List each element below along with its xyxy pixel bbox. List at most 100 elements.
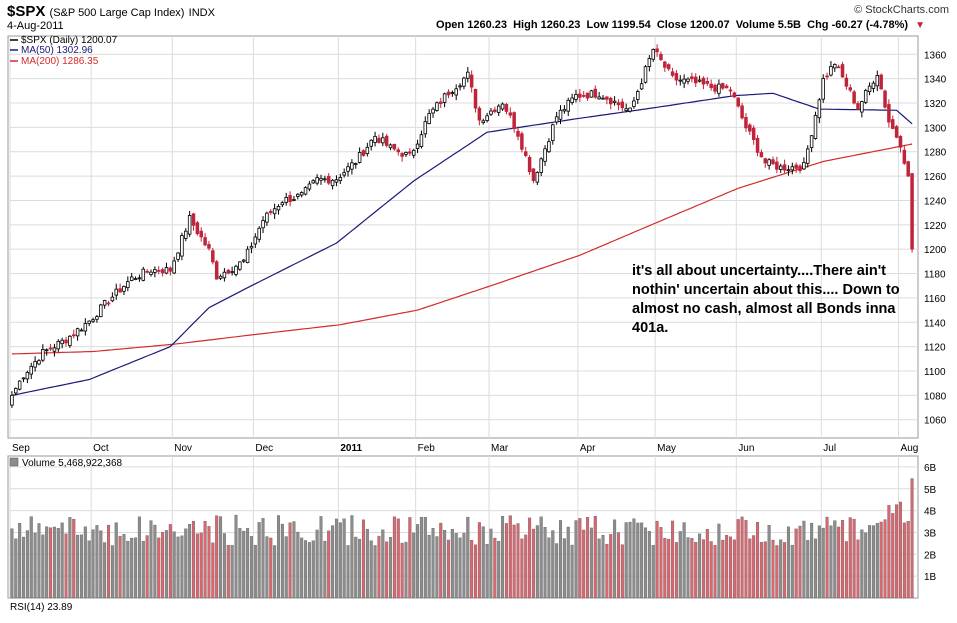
candle-body <box>454 88 458 96</box>
candle-body <box>44 349 49 352</box>
volume-bar <box>41 534 45 599</box>
volume-bar <box>528 517 532 599</box>
volume-bar <box>180 535 184 599</box>
candle-body <box>763 158 768 164</box>
candle-body <box>898 135 903 148</box>
volume-bar <box>164 530 168 599</box>
candle-body <box>860 101 864 113</box>
candle-body <box>145 270 149 273</box>
candle-body <box>469 74 474 88</box>
candle-body <box>481 120 485 123</box>
x-tick-label: Mar <box>491 443 509 454</box>
legend-ma200-label: MA(200) 1286.35 <box>21 56 99 67</box>
volume-bar <box>207 526 211 599</box>
volume-bar <box>813 538 817 599</box>
candle-body <box>751 127 756 141</box>
volume-bar <box>273 545 277 599</box>
candle-body <box>64 339 68 344</box>
candle-body <box>856 103 860 110</box>
volume-bar <box>902 522 906 599</box>
candle-body <box>75 328 80 337</box>
volume-bar <box>759 542 763 599</box>
candle-body <box>581 94 586 97</box>
volume-bar <box>875 523 879 599</box>
quote-summary: Open 1260.23 High 1260.23 Low 1199.54 Cl… <box>436 19 925 31</box>
volume-bar <box>118 535 122 599</box>
candle-body <box>114 288 118 296</box>
symbol: $SPX <box>7 3 46 20</box>
candle-body <box>709 83 713 89</box>
candle-body <box>562 109 567 112</box>
volume-bar <box>64 533 68 599</box>
candle-body <box>415 143 420 149</box>
volume-bar <box>346 545 350 599</box>
down-arrow-icon: ▼ <box>915 20 925 31</box>
x-tick-label: Aug <box>901 443 919 454</box>
candle-body <box>833 64 837 69</box>
volume-bar <box>674 542 678 599</box>
volume-bar <box>203 521 207 599</box>
volume-bar <box>871 525 875 599</box>
candle-body <box>71 334 76 337</box>
volume-bar <box>323 540 327 599</box>
volume-bar <box>319 516 323 599</box>
volume-bar <box>107 524 111 599</box>
volume-bar <box>249 536 253 599</box>
candle-body <box>466 71 470 79</box>
volume-bar <box>686 537 690 599</box>
volume-bar <box>149 520 153 599</box>
volume-bar <box>570 544 574 599</box>
volume-bar <box>566 526 570 599</box>
candle-body <box>636 91 640 100</box>
candle-body <box>605 96 609 100</box>
volume-bar <box>589 527 593 599</box>
candle-body <box>37 360 41 365</box>
volume-bar <box>597 538 601 599</box>
volume-bar <box>647 531 651 599</box>
x-tick-label: Apr <box>580 443 596 454</box>
volume-bar <box>242 530 246 599</box>
volume-bar <box>188 523 192 599</box>
volume-bar <box>49 527 53 599</box>
candle-body <box>106 302 111 305</box>
volume-bar <box>783 542 787 599</box>
volume-bar <box>663 537 667 599</box>
legend-ma50-label: MA(50) 1302.96 <box>21 45 93 56</box>
volume-bar <box>408 517 412 599</box>
volume-bar <box>199 532 203 599</box>
candle-body <box>315 177 319 184</box>
candle-body <box>214 261 219 280</box>
volume-bar <box>211 542 215 599</box>
candle-body <box>543 148 547 162</box>
volume-bar <box>910 478 914 599</box>
candle-body <box>48 347 53 350</box>
candle-body <box>778 165 783 170</box>
candle-body <box>388 144 393 149</box>
close-value: 1200.07 <box>689 19 730 31</box>
candle-body <box>879 74 883 90</box>
candle-body <box>883 90 887 108</box>
candle-body <box>408 151 412 154</box>
candle-body <box>427 113 431 125</box>
candle-body <box>906 161 910 177</box>
volume-bar <box>226 545 230 599</box>
volume-bar <box>493 537 497 599</box>
candle-body <box>361 150 366 156</box>
volume-bar <box>678 531 682 599</box>
candle-body <box>539 158 543 173</box>
price-grid <box>7 35 919 439</box>
candle-body <box>852 91 856 104</box>
volume-bar <box>856 539 860 599</box>
candle-body <box>435 102 439 111</box>
candle-body <box>674 73 679 81</box>
volume-bar <box>288 522 292 599</box>
candle-body <box>241 259 246 262</box>
volume-bar <box>887 505 891 599</box>
x-tick-label: 2011 <box>340 443 362 454</box>
candle-body <box>863 89 868 103</box>
open-value: 1260.23 <box>467 19 507 31</box>
volume-bar <box>578 518 582 599</box>
volume-bar <box>234 514 238 599</box>
volume-bar <box>68 517 72 599</box>
volume-bar <box>168 524 172 599</box>
